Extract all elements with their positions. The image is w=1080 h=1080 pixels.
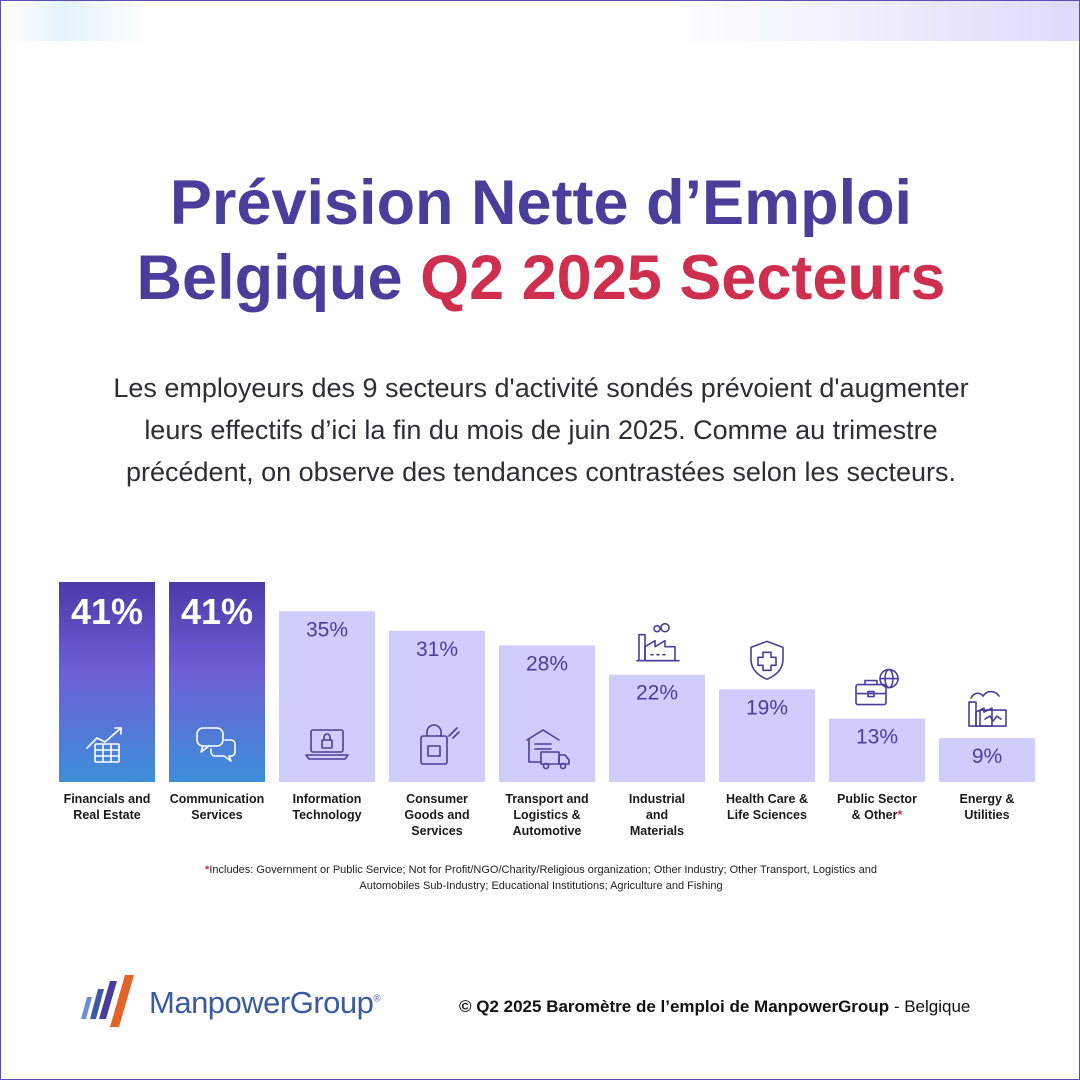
value-label-4: 31% — [416, 638, 458, 661]
footnote: *Includes: Government or Public Service;… — [201, 862, 881, 894]
copyright-bold: © Q2 2025 Baromètre de l’emploi de Manpo… — [459, 997, 890, 1016]
category-label-4: Consumer Goods and Services — [404, 792, 469, 838]
chat-bubbles-icon — [196, 727, 236, 762]
medical-shield-icon — [750, 640, 784, 681]
power-plant-icon — [968, 690, 1007, 727]
manpowergroup-logo-icon — [81, 975, 134, 1027]
laptop-lock-icon — [305, 729, 349, 760]
intro-paragraph: Les employeurs des 9 secteurs d'activité… — [113, 373, 969, 487]
top-gradient-band — [1, 1, 1079, 41]
bar-3 — [279, 611, 375, 782]
briefcase-globe-icon — [855, 668, 899, 706]
title-line-1: Prévision Nette d’Emploi — [169, 168, 913, 238]
value-label-7: 19% — [746, 696, 788, 719]
growth-chart-icon — [86, 727, 122, 763]
bar-9 — [939, 738, 1035, 782]
title-country: Belgique — [136, 243, 421, 313]
footnote-text: Includes: Government or Public Service; … — [209, 864, 877, 892]
bar-1 — [59, 582, 155, 782]
bar-2 — [169, 582, 265, 782]
value-label-5: 28% — [526, 652, 568, 675]
category-label-3: Information Technology — [292, 792, 361, 822]
copyright-line: © Q2 2025 Baromètre de l’emploi de Manpo… — [459, 997, 970, 1017]
copyright-country: - Belgique — [889, 997, 971, 1016]
brand-text: ManpowerGroup — [149, 985, 374, 1020]
warehouse-truck-icon — [526, 729, 570, 770]
page-title: Prévision Nette d’Emploi Belgique Q2 202… — [1, 166, 1079, 316]
title-line-2: Belgique Q2 2025 Secteurs — [1, 241, 1079, 316]
brand-name: ManpowerGroup® — [149, 985, 381, 1020]
bar-5 — [499, 645, 595, 782]
shopping-bag-icon — [420, 724, 460, 765]
bar-6 — [609, 674, 705, 782]
category-label-1: Financials and Real Estate — [64, 792, 151, 822]
category-label-9: Energy & Utilities — [960, 792, 1015, 822]
category-label-5: Transport and Logistics & Automotive — [505, 792, 588, 838]
bars-group: 41% Financials and Real Estate 41% Communica… — [59, 582, 1035, 838]
category-label-6: Industrial and Materials — [629, 792, 685, 838]
category-label-8: Public Sector & Other* — [837, 792, 917, 822]
bar-8 — [829, 718, 925, 782]
value-label-8: 13% — [856, 726, 898, 749]
value-label-9: 9% — [972, 745, 1002, 768]
value-label-1: 41% — [71, 591, 143, 632]
title-quarter: Q2 2025 Secteurs — [420, 243, 946, 313]
factory-icon — [636, 622, 680, 662]
footnote-marker: * — [205, 864, 210, 876]
value-label-3: 35% — [306, 618, 348, 641]
value-label-2: 41% — [181, 591, 253, 632]
sector-bar-chart: 41% Financials and Real Estate 41% Communica… — [59, 582, 1035, 838]
category-label-2: Communication Services — [170, 792, 264, 822]
category-label-7: Health Care & Life Sciences — [726, 792, 808, 822]
value-label-6: 22% — [636, 682, 678, 705]
bar-7 — [719, 689, 815, 782]
